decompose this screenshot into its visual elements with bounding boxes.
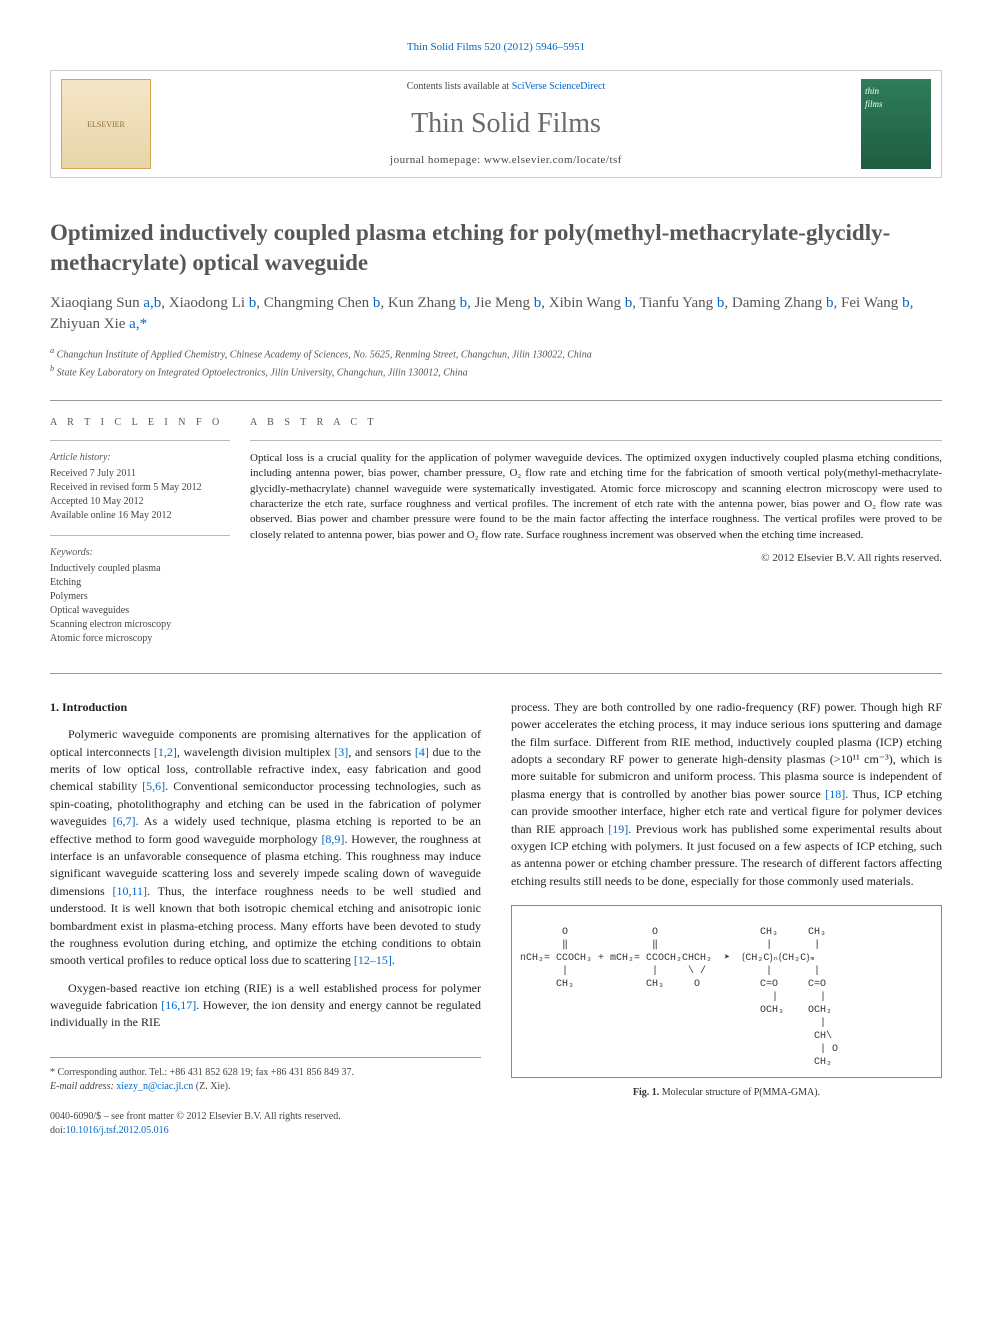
article-history-block: Article history: Received 7 July 2011 Re…: [50, 451, 230, 523]
abstract-heading: A B S T R A C T: [250, 416, 942, 430]
journal-name: Thin Solid Films: [151, 104, 861, 143]
keyword: Atomic force microscopy: [50, 632, 230, 646]
body-paragraph: Polymeric waveguide components are promi…: [50, 726, 481, 969]
info-divider: [250, 440, 942, 441]
history-item: Received 7 July 2011: [50, 467, 230, 481]
keyword: Optical waveguides: [50, 604, 230, 618]
article-info-heading: A R T I C L E I N F O: [50, 416, 230, 430]
figure-1-structure: O O CH₃ CH₃ ‖ ‖ | | nCH₂= CCOCH₃ + mCH₂=…: [511, 905, 942, 1078]
body-columns: 1. Introduction Polymeric waveguide comp…: [50, 699, 942, 1139]
keyword: Polymers: [50, 590, 230, 604]
journal-header-box: ELSEVIER Contents lists available at Sci…: [50, 70, 942, 178]
left-column: 1. Introduction Polymeric waveguide comp…: [50, 699, 481, 1139]
email-link[interactable]: xiezy_n@ciac.jl.cn: [116, 1081, 193, 1092]
keyword: Etching: [50, 576, 230, 590]
sciencedirect-link[interactable]: SciVerse ScienceDirect: [512, 81, 606, 92]
right-column: process. They are both controlled by one…: [511, 699, 942, 1139]
history-item: Available online 16 May 2012: [50, 509, 230, 523]
figure-caption-text: Molecular structure of P(MMA-GMA).: [659, 1087, 820, 1098]
abstract-text: Optical loss is a crucial quality for th…: [250, 451, 942, 543]
article-info-column: A R T I C L E I N F O Article history: R…: [50, 416, 250, 658]
info-abstract-row: A R T I C L E I N F O Article history: R…: [50, 400, 942, 674]
keyword: Inductively coupled plasma: [50, 562, 230, 576]
affiliation-a: a Changchun Institute of Applied Chemist…: [50, 345, 942, 362]
doi-line: doi:10.1016/j.tsf.2012.05.016: [50, 1124, 481, 1139]
keyword: Scanning electron microscopy: [50, 618, 230, 632]
homepage-line: journal homepage: www.elsevier.com/locat…: [151, 153, 861, 168]
history-item: Received in revised form 5 May 2012: [50, 481, 230, 495]
figure-label: Fig. 1.: [633, 1087, 659, 1098]
abstract-column: A B S T R A C T Optical loss is a crucia…: [250, 416, 942, 658]
top-citation-link[interactable]: Thin Solid Films 520 (2012) 5946–5951: [50, 40, 942, 55]
affiliation-b: b State Key Laboratory on Integrated Opt…: [50, 363, 942, 380]
header-center: Contents lists available at SciVerse Sci…: [151, 80, 861, 169]
doi-link[interactable]: 10.1016/j.tsf.2012.05.016: [66, 1125, 169, 1136]
authors-line: Xiaoqiang Sun a,b, Xiaodong Li b, Changm…: [50, 293, 942, 335]
homepage-prefix: journal homepage:: [390, 154, 484, 166]
article-title: Optimized inductively coupled plasma etc…: [50, 218, 942, 278]
contents-line: Contents lists available at SciVerse Sci…: [151, 80, 861, 94]
email-line: E-mail address: xiezy_n@ciac.jl.cn (Z. X…: [50, 1080, 481, 1095]
info-divider: [50, 535, 230, 536]
keywords-label: Keywords:: [50, 546, 230, 560]
contents-prefix: Contents lists available at: [407, 81, 512, 92]
elsevier-logo: ELSEVIER: [61, 79, 151, 169]
homepage-url[interactable]: www.elsevier.com/locate/tsf: [484, 154, 622, 166]
history-label: Article history:: [50, 451, 230, 465]
body-paragraph: process. They are both controlled by one…: [511, 699, 942, 890]
history-item: Accepted 10 May 2012: [50, 495, 230, 509]
abstract-copyright: © 2012 Elsevier B.V. All rights reserved…: [250, 551, 942, 566]
doi-block: 0040-6090/$ – see front matter © 2012 El…: [50, 1110, 481, 1139]
journal-cover-thumbnail: thin films: [861, 79, 931, 169]
keywords-block: Keywords: Inductively coupled plasma Etc…: [50, 546, 230, 646]
affiliations: a Changchun Institute of Applied Chemist…: [50, 345, 942, 380]
section-1-heading: 1. Introduction: [50, 699, 481, 716]
figure-1-caption: Fig. 1. Molecular structure of P(MMA-GMA…: [511, 1086, 942, 1101]
corresponding-line: * Corresponding author. Tel.: +86 431 85…: [50, 1066, 481, 1081]
info-divider: [50, 440, 230, 441]
corresponding-author-footer: * Corresponding author. Tel.: +86 431 85…: [50, 1057, 481, 1095]
issn-line: 0040-6090/$ – see front matter © 2012 El…: [50, 1110, 481, 1125]
body-paragraph: Oxygen-based reactive ion etching (RIE) …: [50, 980, 481, 1032]
